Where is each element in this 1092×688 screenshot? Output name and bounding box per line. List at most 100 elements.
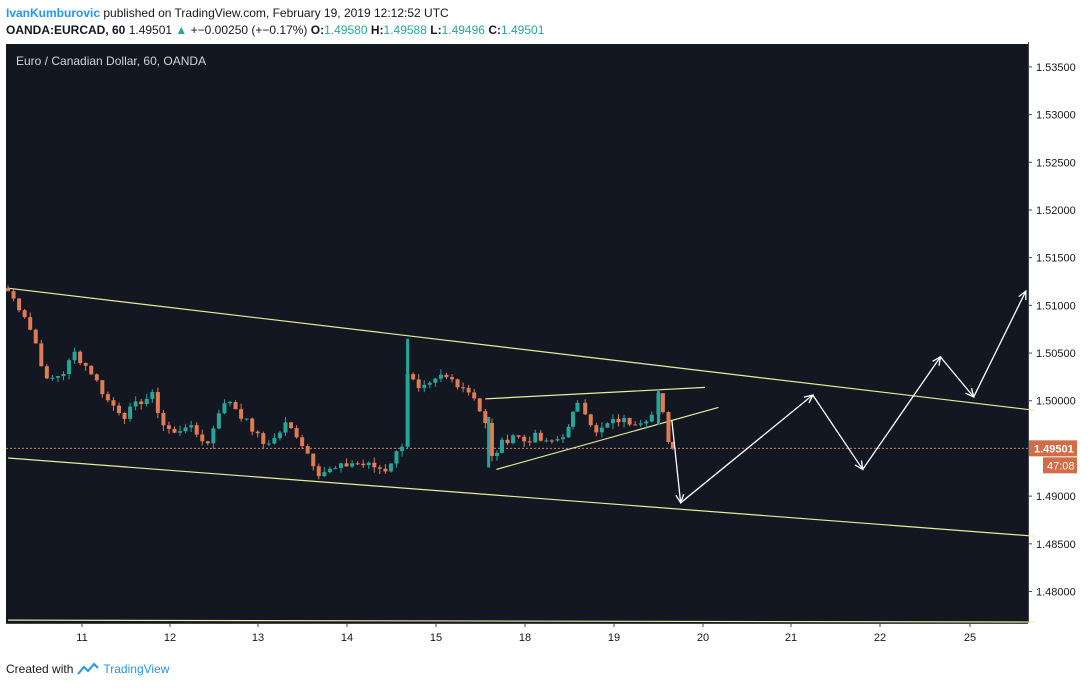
candle-body bbox=[461, 387, 466, 389]
candle-body bbox=[161, 412, 166, 426]
candle-body bbox=[294, 428, 299, 438]
candle-body bbox=[72, 351, 77, 361]
price-chart[interactable]: 1.53500 1.53000 1.52500 1.52000 1.51500 1.510… bbox=[0, 42, 1092, 657]
y-tick-label: 1.50000 bbox=[1036, 396, 1076, 408]
candle-body bbox=[277, 432, 282, 439]
candle-body bbox=[583, 402, 588, 415]
projection-arrow bbox=[680, 394, 814, 504]
last-price-tag bbox=[1029, 440, 1077, 457]
candle-body bbox=[450, 377, 454, 380]
candle-body bbox=[128, 406, 133, 419]
candle-body bbox=[55, 376, 60, 378]
y-tick-label: 1.53000 bbox=[1036, 110, 1076, 122]
candle-body bbox=[616, 419, 621, 423]
candle-body bbox=[605, 423, 610, 428]
symbol-label: OANDA:EURCAD, 60 bbox=[6, 23, 126, 37]
y-tick-label: 1.52000 bbox=[1036, 205, 1076, 217]
candle-body bbox=[333, 468, 338, 470]
symbol-line: OANDA:EURCAD, 60 1.49501 ▲ +−0.00250 (+−… bbox=[6, 23, 544, 37]
author-link[interactable]: IvanKumburovic bbox=[6, 6, 101, 20]
projection-arrow bbox=[973, 290, 1027, 398]
price-change: +−0.00250 (+−0.17%) bbox=[190, 23, 308, 37]
candle-body bbox=[372, 462, 377, 468]
projection-arrow bbox=[671, 419, 682, 503]
candle-body bbox=[111, 400, 116, 406]
candle-body bbox=[427, 382, 432, 385]
candle-body bbox=[499, 439, 504, 453]
candle-body bbox=[422, 384, 427, 389]
candle-body bbox=[83, 363, 88, 366]
created-with-label: Created with bbox=[6, 662, 74, 676]
candle-body bbox=[477, 398, 482, 412]
candle-body bbox=[350, 463, 355, 467]
candle-body bbox=[388, 463, 393, 472]
candle-body bbox=[555, 439, 560, 441]
candle-body bbox=[394, 451, 399, 464]
candle-body bbox=[194, 425, 199, 435]
candle-body bbox=[594, 425, 599, 433]
candle-body bbox=[416, 379, 421, 389]
candle-body bbox=[610, 419, 615, 424]
candle-body bbox=[538, 432, 543, 441]
candle-body bbox=[11, 291, 16, 299]
candle-body bbox=[100, 380, 105, 395]
publish-info: published on TradingView.com, February 1… bbox=[100, 6, 449, 20]
candle-body bbox=[222, 403, 227, 414]
projection-arrow bbox=[939, 356, 975, 398]
candle-body bbox=[266, 443, 271, 445]
candle-body bbox=[150, 392, 155, 399]
trendline bbox=[7, 287, 1035, 411]
candle-body bbox=[172, 428, 177, 433]
x-tick-label: 22 bbox=[874, 632, 886, 644]
candle-body bbox=[233, 402, 238, 410]
candle-body bbox=[105, 394, 110, 401]
countdown-tag bbox=[1043, 457, 1077, 474]
candle-body bbox=[322, 472, 327, 477]
x-tick-label: 14 bbox=[341, 632, 353, 644]
candle-body bbox=[489, 422, 494, 456]
candle-body bbox=[144, 398, 149, 405]
candle-body bbox=[22, 310, 27, 318]
y-tick-label: 1.51500 bbox=[1036, 253, 1076, 265]
candle-body bbox=[94, 374, 99, 381]
candle-body bbox=[178, 431, 183, 433]
candle-body bbox=[670, 441, 675, 449]
y-tick-label: 1.49000 bbox=[1036, 491, 1076, 503]
candle-body bbox=[283, 422, 288, 433]
candle-body bbox=[305, 446, 310, 454]
publish-line: IvanKumburovic published on TradingView.… bbox=[6, 6, 449, 20]
candle-body bbox=[400, 446, 405, 452]
candle-body bbox=[339, 463, 343, 469]
candle-body bbox=[566, 426, 571, 438]
candle-body bbox=[438, 374, 443, 379]
candle-body bbox=[599, 427, 604, 433]
y-tick-label: 1.48500 bbox=[1036, 539, 1076, 551]
candle-body bbox=[377, 467, 382, 469]
candle-body bbox=[300, 437, 305, 447]
last-price-label: 1.49501 bbox=[1034, 443, 1074, 455]
trendline bbox=[485, 386, 706, 400]
close-label: C: bbox=[488, 23, 501, 37]
candle-body bbox=[483, 411, 488, 423]
low-label: L: bbox=[430, 23, 442, 37]
candle-body bbox=[527, 441, 532, 443]
candle-body bbox=[28, 317, 33, 330]
projection-arrow bbox=[862, 356, 941, 470]
candle-body bbox=[638, 423, 643, 425]
close-value: 1.49501 bbox=[500, 23, 545, 37]
candle-body bbox=[316, 466, 321, 477]
candle-body bbox=[61, 373, 66, 377]
price-axis bbox=[1028, 42, 1092, 657]
candle-body bbox=[660, 393, 665, 413]
last-price: 1.49501 bbox=[128, 23, 173, 37]
candle-body bbox=[633, 424, 638, 426]
x-tick-label: 15 bbox=[430, 632, 442, 644]
candle-body bbox=[649, 414, 654, 422]
tradingview-link[interactable]: TradingView bbox=[103, 662, 170, 676]
candle-body bbox=[272, 438, 277, 444]
x-tick-label: 25 bbox=[964, 632, 976, 644]
plot-area bbox=[6, 44, 1028, 623]
candle-body bbox=[261, 433, 266, 444]
candle-body bbox=[511, 435, 516, 444]
candle-body bbox=[311, 453, 316, 467]
